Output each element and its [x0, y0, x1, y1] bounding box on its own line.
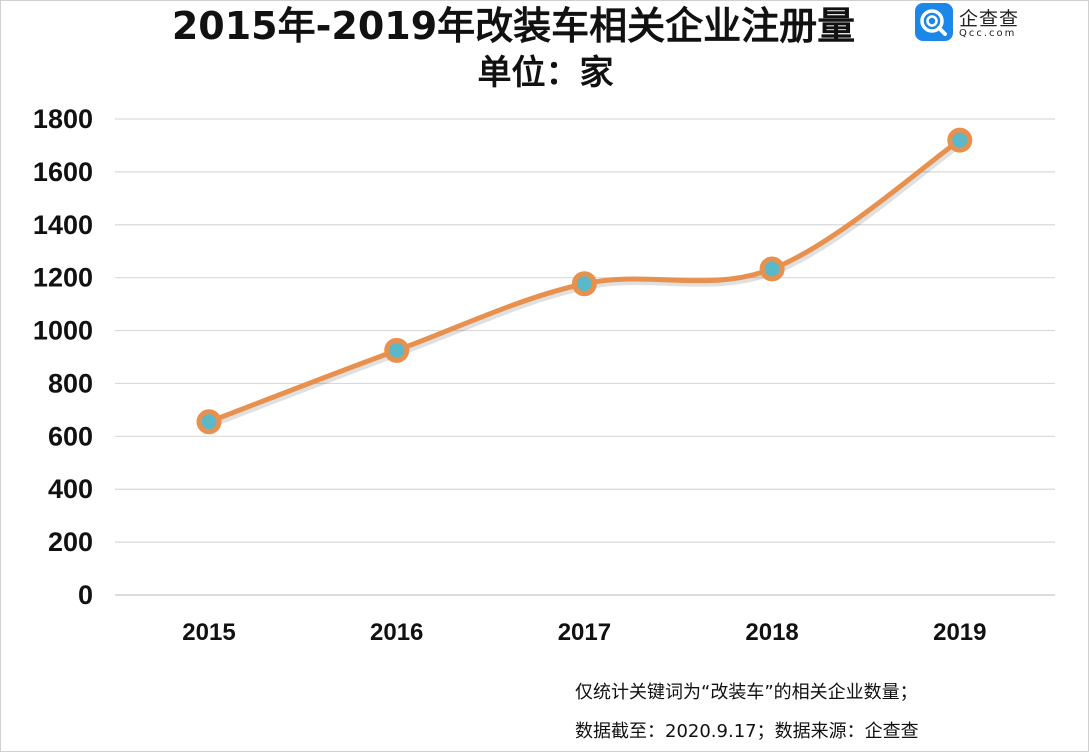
y-tick-label: 600 [48, 421, 93, 451]
x-tick-label: 2018 [745, 619, 798, 646]
y-tick-label: 200 [48, 527, 93, 557]
y-tick-label: 1600 [33, 157, 93, 187]
brand-name: 企查查 [959, 8, 1020, 30]
footnote-scope: 仅统计关键词为“改装车”的相关企业数量； [575, 682, 918, 703]
x-tick-label: 2019 [933, 619, 986, 646]
y-tick-label: 1800 [33, 104, 93, 134]
chart-title: 2015年-2019年改装车相关企业注册量 [171, 4, 856, 48]
x-tick-label: 2015 [182, 619, 235, 646]
y-tick-label: 1400 [33, 210, 93, 240]
y-tick-label: 400 [48, 474, 93, 504]
line-chart: 0 200 400 600 800 1000 1200 1400 1600 1800 2015 201… [33, 104, 1055, 646]
y-tick-label: 1000 [33, 316, 93, 346]
brand-domain: Qcc.com [959, 28, 1017, 39]
data-point-marker [947, 127, 973, 153]
y-tick-label: 1200 [33, 263, 93, 293]
y-tick-label: 0 [78, 580, 93, 610]
x-tick-label: 2017 [558, 619, 611, 646]
chart-subtitle: 单位：家 [477, 53, 614, 93]
footnote-source: 数据截至：2020.9.17；数据来源：企查查 [575, 721, 919, 742]
y-tick-label: 800 [48, 368, 93, 398]
qcc-logo-icon [915, 3, 953, 41]
data-point-marker [384, 337, 410, 363]
data-point-marker [571, 271, 597, 297]
data-point-marker [759, 256, 785, 282]
brand-logo: 企查查 Qcc.com [915, 3, 1035, 41]
data-point-marker [196, 409, 222, 435]
x-tick-label: 2016 [370, 619, 423, 646]
